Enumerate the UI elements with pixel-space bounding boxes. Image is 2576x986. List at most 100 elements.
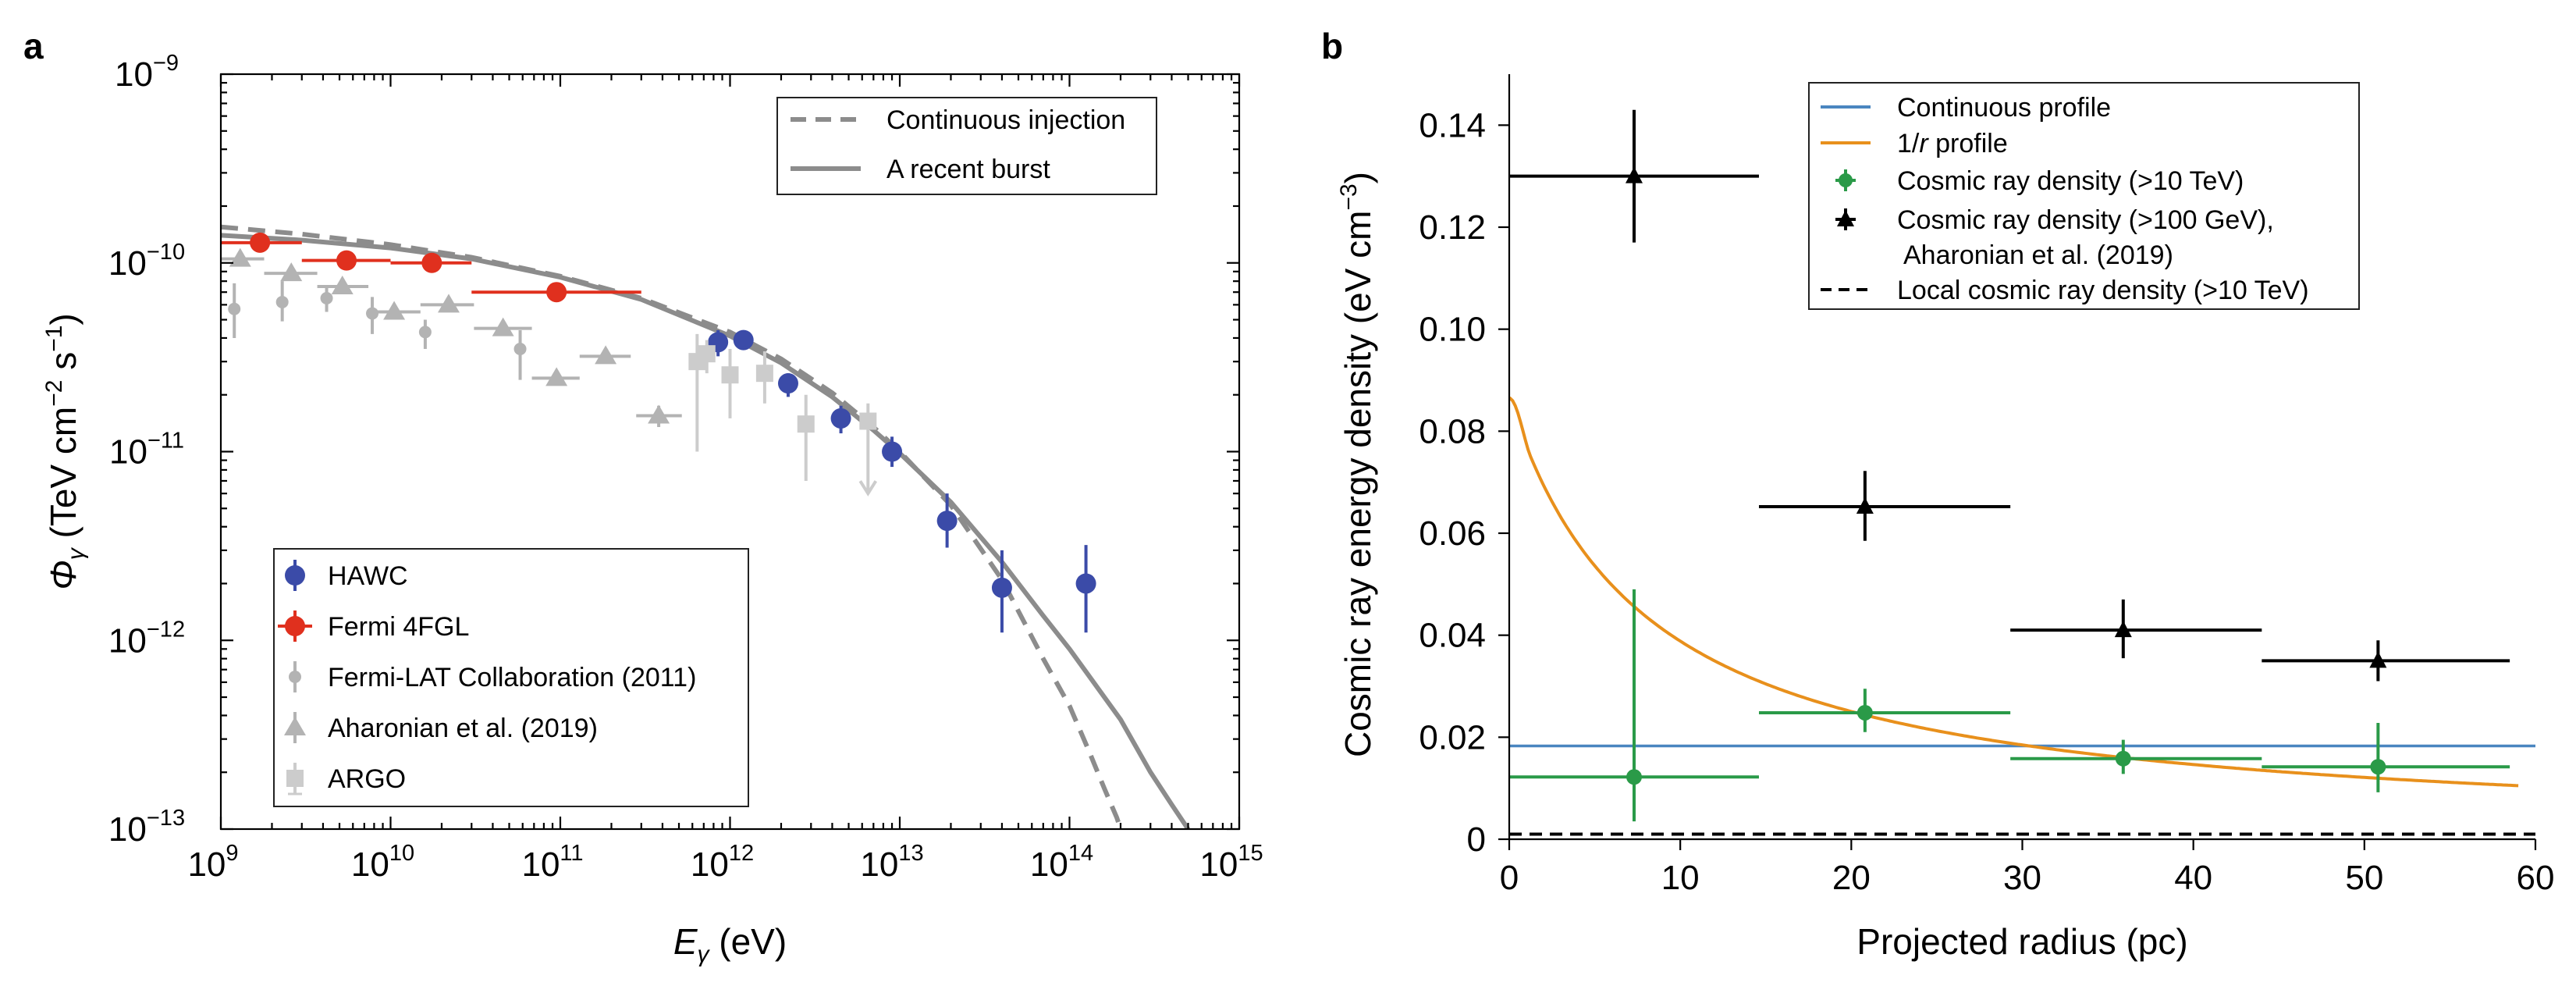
legend-label: Fermi 4FGL (328, 612, 469, 642)
legend-label: Cosmic ray density (>100 GeV), (1897, 205, 2274, 235)
y-tick-label: 0.14 (1419, 106, 1486, 144)
panel-a-legends: Continuous injection A recent burst HAWC Fe… (273, 97, 1157, 807)
panel-a-series (221, 224, 1190, 829)
fermi-lat-collaboration-2011-point (228, 283, 241, 338)
argo-marker (859, 412, 877, 430)
cr-density-10tev-marker (1626, 769, 1642, 785)
legend-label: Continuous injection (886, 105, 1125, 135)
x-tick-label: 1015 (1199, 841, 1263, 884)
fermi-4fgl-point (471, 282, 641, 303)
aharonian-et-al-2019-point (531, 367, 580, 386)
aharonian-et-al-2019-marker (648, 404, 670, 424)
aharonian-et-al-2019-marker (595, 345, 617, 365)
x-tick-label: 1011 (521, 841, 583, 884)
legend-marker (1839, 173, 1853, 187)
model-legend-box (776, 97, 1157, 195)
legend-label: Fermi-LAT Collaboration (2011) (328, 663, 696, 692)
model-legend: Continuous injection A recent burst (776, 97, 1157, 195)
x-tick-label: 1013 (860, 841, 923, 884)
legend-marker (285, 616, 305, 636)
legend-label: Local cosmic ray density (>10 TeV) (1897, 276, 2309, 305)
panel-a-x-axis-label: Eγ (eV) (673, 921, 787, 967)
argo-marker (698, 345, 716, 363)
legend-marker (1837, 210, 1854, 226)
legend-label: 1/r profile (1897, 129, 2008, 158)
x-tick-label: 0 (1500, 859, 1519, 897)
fermi-lat-collaboration-2011-marker (275, 295, 289, 308)
fermi-4fgl-marker (336, 250, 357, 271)
panel-b-legend: Continuous profile 1/r profile Cosmic ray … (1808, 82, 2360, 310)
aharonian-et-al-2019-marker (383, 301, 406, 320)
cr-density-100gev-point (1509, 109, 1759, 243)
panel-b-chart: 0 10 20 30 40 50 60 0 0.02 0.04 0.06 0.08 0.10 0.12 0.… (1336, 74, 2554, 962)
hawc-point (936, 493, 958, 548)
aharonian-et-al-2019-point (264, 262, 318, 282)
x-tick-label: 30 (2003, 859, 2041, 897)
y-tick-label: 10−9 (115, 51, 179, 94)
argo-point (755, 351, 773, 404)
aharonian-et-al-2019-marker (280, 262, 303, 282)
legend-marker (285, 565, 305, 586)
legend-marker (286, 770, 304, 787)
fermi-lat-collaboration-2011-point (320, 285, 333, 312)
cr-legend-box (1808, 82, 2360, 310)
hawc-point (1075, 545, 1096, 633)
hawc-point (991, 550, 1012, 633)
legend-label: Continuous profile (1897, 93, 2111, 123)
legend-marker (284, 717, 306, 735)
x-tick-label: 20 (1832, 859, 1871, 897)
panel-b-axes (1498, 74, 2537, 850)
fermi-4fgl-marker (421, 252, 442, 273)
cr-density-10tev-marker (1856, 704, 1873, 721)
x-tick-label: 1012 (691, 841, 754, 884)
legend-label: Cosmic ray density (>10 TeV) (1897, 166, 2244, 196)
argo-point (698, 340, 716, 374)
panel-b-y-axis-label: Cosmic ray energy density (eV cm−3) (1336, 172, 1378, 757)
y-tick-label: 0 (1467, 820, 1486, 859)
panel-letter-a: a (23, 26, 44, 66)
panel-b-x-axis-label: Projected radius (pc) (1856, 921, 2187, 962)
argo-upper-limit-arrow (858, 480, 878, 497)
cr-density-10tev-marker (2115, 750, 2131, 767)
cr-density-10tev-marker (2370, 759, 2386, 775)
panel-letter-b: b (1321, 26, 1343, 66)
data-legend-box (273, 548, 749, 807)
argo-marker (721, 366, 739, 384)
argo-point (858, 403, 878, 497)
y-tick-label: 0.08 (1419, 412, 1486, 450)
cr-density-100gev-point (2262, 640, 2510, 682)
hawc-marker (830, 408, 851, 429)
cr-density-100gev-point (2010, 599, 2262, 659)
argo-marker (755, 365, 773, 383)
panel-a-y-axis-label: Φγ (TeV cm−2 s−1) (41, 313, 89, 590)
y-tick-label: 0.02 (1419, 718, 1486, 756)
one-over-r-profile-curve (1509, 396, 2519, 788)
aharonian-et-al-2019-marker (437, 294, 460, 313)
legend-label: A recent burst (886, 155, 1050, 184)
hawc-marker (1075, 573, 1096, 594)
fermi-4fgl-point (221, 232, 302, 253)
hawc-point (733, 329, 754, 351)
fermi-lat-collaboration-2011-marker (320, 291, 333, 304)
recent-burst-line (221, 233, 1190, 829)
fermi-lat-collaboration-2011-point (513, 329, 527, 380)
legend-label: Aharonian et al. (2019) (328, 714, 598, 743)
aharonian-et-al-2019-marker (229, 247, 251, 267)
fermi-lat-collaboration-2011-point (366, 297, 379, 334)
cr-density-100gev-point (1758, 471, 2011, 541)
hawc-marker (882, 441, 903, 462)
y-tick-label: 10−12 (108, 617, 185, 660)
data-legend: HAWC Fermi 4FGL Fermi-LAT Collaboration (2… (273, 548, 749, 807)
cr-density-100gev-marker (1856, 497, 1874, 514)
argo-marker (797, 415, 815, 433)
cr-legend: Continuous profile 1/r profile Cosmic ray … (1808, 82, 2360, 310)
aharonian-et-al-2019-point (474, 317, 532, 336)
argo-point (721, 348, 739, 418)
fermi-lat-collaboration-2011-point (418, 319, 432, 349)
panel-b-series (1509, 109, 2535, 836)
x-tick-label: 1014 (1030, 841, 1093, 884)
panel-a-axes (219, 73, 1241, 831)
legend-label: ARGO (328, 764, 406, 794)
hawc-point (882, 436, 903, 468)
